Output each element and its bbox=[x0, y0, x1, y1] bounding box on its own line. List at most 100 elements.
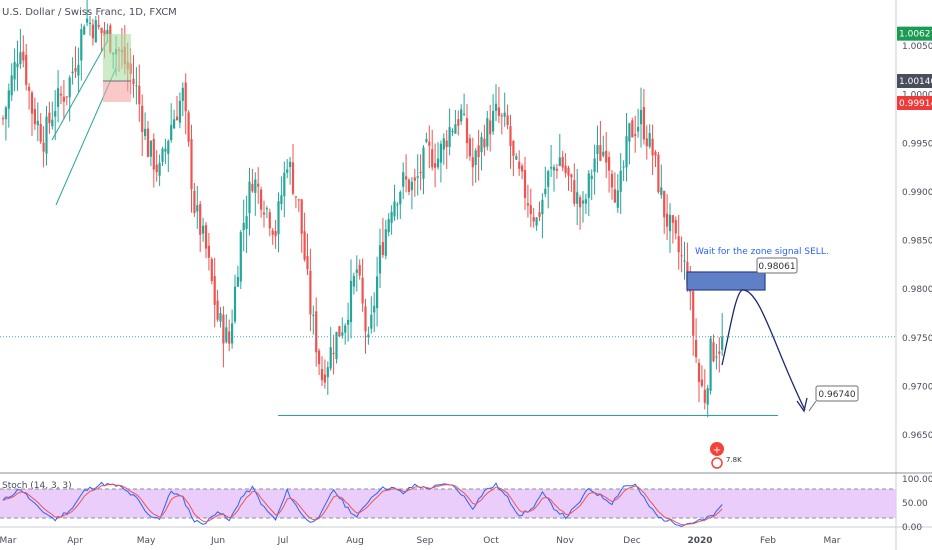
candle-body bbox=[657, 154, 660, 193]
candle-body bbox=[271, 230, 274, 235]
candle-body bbox=[541, 199, 544, 215]
candle-body bbox=[242, 223, 245, 231]
candle-body bbox=[610, 173, 614, 188]
candle-body bbox=[587, 173, 590, 198]
candle-body bbox=[202, 225, 205, 234]
candle-body bbox=[521, 165, 524, 172]
candle-body bbox=[631, 120, 634, 138]
candle-body bbox=[80, 29, 83, 61]
candle-body bbox=[320, 368, 324, 381]
candle-body bbox=[277, 201, 280, 235]
candle-body bbox=[341, 332, 344, 336]
candle-body bbox=[526, 203, 529, 206]
candle-body bbox=[335, 332, 338, 360]
candle-body bbox=[57, 88, 60, 107]
candle-body bbox=[222, 314, 225, 344]
candle-body bbox=[155, 164, 158, 173]
candle-body bbox=[608, 157, 611, 171]
candle-body bbox=[51, 119, 54, 127]
candle-body bbox=[590, 175, 593, 180]
candle-body bbox=[16, 63, 19, 68]
target-price-leader bbox=[808, 400, 817, 412]
candle-body bbox=[555, 168, 558, 171]
candle-body bbox=[512, 140, 515, 156]
candle-body bbox=[384, 229, 387, 256]
candle-body bbox=[132, 78, 135, 85]
events-count: 7.8K bbox=[726, 456, 742, 464]
candle-body bbox=[22, 51, 25, 61]
candle-body bbox=[593, 158, 596, 172]
candle-body bbox=[376, 276, 379, 309]
candle-body bbox=[146, 128, 150, 157]
candle-body bbox=[712, 342, 715, 362]
candle-body bbox=[663, 190, 666, 218]
time-tick-label: Aug bbox=[346, 536, 364, 546]
candle-body bbox=[83, 26, 86, 35]
candle-body bbox=[463, 113, 466, 115]
candle-body bbox=[599, 145, 602, 161]
time-tick-label: May bbox=[137, 536, 156, 546]
candle-body bbox=[561, 156, 564, 168]
candle-body bbox=[138, 85, 141, 105]
candle-body bbox=[576, 192, 579, 204]
candle-body bbox=[1, 118, 5, 120]
candle-body bbox=[144, 128, 147, 137]
candle-body bbox=[503, 112, 506, 117]
candle-body bbox=[683, 260, 686, 262]
candle-body bbox=[431, 149, 434, 168]
candle-body bbox=[190, 139, 193, 190]
candle-body bbox=[141, 105, 144, 133]
candle-body bbox=[396, 204, 399, 206]
candle-body bbox=[167, 140, 170, 155]
candle-body bbox=[697, 362, 701, 383]
candle-body bbox=[286, 169, 289, 173]
candle-body bbox=[68, 77, 71, 98]
time-tick-label: Nov bbox=[556, 536, 574, 546]
time-tick-label: Oct bbox=[483, 536, 499, 546]
candle-body bbox=[419, 171, 422, 174]
candle-body bbox=[581, 200, 585, 204]
candle-body bbox=[152, 138, 155, 170]
candle-body bbox=[170, 125, 173, 141]
sell-zone-box bbox=[686, 271, 766, 291]
candle-body bbox=[239, 232, 242, 282]
projected-path bbox=[721, 289, 806, 411]
stoch-tick-label: 50.00 bbox=[902, 499, 928, 509]
candle-body bbox=[706, 388, 709, 405]
candle-body bbox=[465, 118, 469, 144]
time-tick-label: Sep bbox=[417, 536, 434, 546]
time-tick-label: Feb bbox=[760, 536, 776, 546]
candle-body bbox=[523, 170, 527, 199]
candle-body bbox=[207, 245, 210, 258]
candle-body bbox=[347, 319, 350, 325]
candle-body bbox=[457, 119, 460, 126]
stoch-band-fill bbox=[0, 489, 896, 518]
candle-body bbox=[492, 111, 495, 132]
candle-body bbox=[59, 93, 63, 96]
price-badge-label: 0.99914 bbox=[899, 99, 932, 109]
candle-body bbox=[361, 277, 364, 304]
candle-body bbox=[558, 157, 561, 167]
candle-body bbox=[268, 212, 271, 229]
candle-body bbox=[94, 20, 97, 43]
candle-body bbox=[399, 192, 402, 205]
candle-body bbox=[637, 126, 640, 132]
price-badge bbox=[897, 26, 932, 41]
candle-body bbox=[219, 313, 222, 322]
price-badge bbox=[897, 74, 932, 89]
stop-box bbox=[103, 81, 131, 102]
candle-body bbox=[274, 231, 277, 237]
candle-body bbox=[445, 140, 448, 148]
candle-body bbox=[410, 181, 413, 191]
time-tick-label: Mar bbox=[824, 536, 841, 546]
stoch-d-line bbox=[2, 483, 723, 526]
candle-body bbox=[13, 62, 16, 80]
candle-body bbox=[494, 103, 498, 111]
candle-body bbox=[378, 245, 382, 274]
candle-body bbox=[86, 18, 89, 23]
candle-body bbox=[42, 142, 45, 152]
